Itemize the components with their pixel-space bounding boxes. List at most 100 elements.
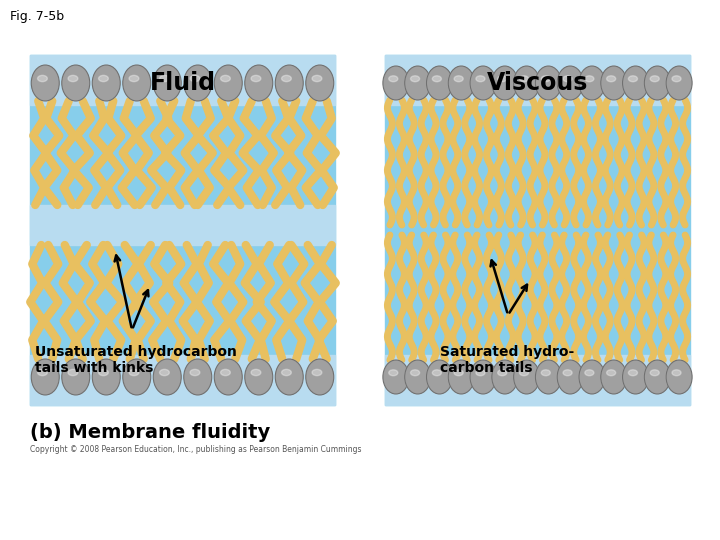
- Ellipse shape: [153, 359, 181, 395]
- Ellipse shape: [92, 65, 120, 101]
- Ellipse shape: [275, 65, 303, 101]
- Ellipse shape: [101, 76, 112, 90]
- Ellipse shape: [513, 66, 539, 100]
- Ellipse shape: [557, 360, 583, 394]
- Ellipse shape: [101, 370, 112, 384]
- Ellipse shape: [672, 76, 681, 82]
- Ellipse shape: [652, 370, 662, 384]
- Ellipse shape: [153, 359, 181, 395]
- Ellipse shape: [37, 369, 48, 376]
- Ellipse shape: [279, 70, 299, 96]
- Ellipse shape: [519, 76, 528, 82]
- Ellipse shape: [606, 76, 616, 82]
- Ellipse shape: [543, 370, 554, 384]
- Ellipse shape: [188, 364, 207, 389]
- Ellipse shape: [131, 370, 143, 384]
- Ellipse shape: [496, 365, 514, 389]
- Ellipse shape: [279, 364, 299, 389]
- Ellipse shape: [536, 360, 562, 394]
- Ellipse shape: [583, 71, 601, 95]
- Ellipse shape: [470, 66, 496, 100]
- Ellipse shape: [405, 360, 431, 394]
- Ellipse shape: [188, 70, 207, 96]
- Ellipse shape: [449, 66, 474, 100]
- Ellipse shape: [432, 370, 441, 376]
- Ellipse shape: [456, 76, 467, 90]
- Ellipse shape: [253, 370, 264, 384]
- Ellipse shape: [249, 70, 269, 96]
- Ellipse shape: [92, 359, 120, 395]
- Ellipse shape: [672, 370, 681, 376]
- Ellipse shape: [521, 370, 532, 384]
- Ellipse shape: [630, 370, 641, 384]
- Ellipse shape: [245, 359, 273, 395]
- Ellipse shape: [561, 71, 580, 95]
- Ellipse shape: [426, 66, 452, 100]
- Ellipse shape: [470, 360, 496, 394]
- Ellipse shape: [431, 365, 449, 389]
- Ellipse shape: [122, 359, 150, 395]
- Ellipse shape: [492, 66, 518, 100]
- Ellipse shape: [92, 65, 120, 101]
- Ellipse shape: [587, 76, 597, 90]
- Ellipse shape: [600, 360, 626, 394]
- Ellipse shape: [62, 359, 90, 395]
- Ellipse shape: [391, 76, 401, 90]
- Ellipse shape: [70, 76, 81, 90]
- Ellipse shape: [498, 76, 507, 82]
- Ellipse shape: [585, 76, 594, 82]
- Bar: [30, 55, 335, 105]
- Ellipse shape: [391, 370, 401, 384]
- Bar: [385, 55, 690, 105]
- Ellipse shape: [389, 76, 398, 82]
- Ellipse shape: [470, 360, 496, 394]
- Ellipse shape: [158, 364, 177, 389]
- Ellipse shape: [432, 76, 441, 82]
- Ellipse shape: [579, 360, 605, 394]
- Ellipse shape: [306, 65, 334, 101]
- Ellipse shape: [31, 65, 59, 101]
- Ellipse shape: [408, 365, 427, 389]
- Ellipse shape: [275, 359, 303, 395]
- Ellipse shape: [644, 66, 670, 100]
- Ellipse shape: [557, 66, 583, 100]
- Ellipse shape: [648, 71, 667, 95]
- Ellipse shape: [587, 370, 597, 384]
- Ellipse shape: [496, 71, 514, 95]
- Ellipse shape: [644, 66, 670, 100]
- Ellipse shape: [275, 65, 303, 101]
- Bar: [30, 205, 335, 245]
- Bar: [385, 355, 690, 405]
- Ellipse shape: [306, 359, 334, 395]
- Ellipse shape: [666, 66, 692, 100]
- Ellipse shape: [129, 369, 139, 376]
- Ellipse shape: [68, 369, 78, 376]
- Ellipse shape: [222, 370, 234, 384]
- Text: Viscous: Viscous: [487, 71, 588, 95]
- Ellipse shape: [160, 76, 169, 82]
- Ellipse shape: [492, 66, 518, 100]
- Ellipse shape: [623, 360, 649, 394]
- Ellipse shape: [426, 360, 452, 394]
- Ellipse shape: [605, 71, 623, 95]
- Ellipse shape: [282, 369, 292, 376]
- Text: Copyright © 2008 Pearson Education, Inc., publishing as Pearson Benjamin Cumming: Copyright © 2008 Pearson Education, Inc.…: [30, 445, 361, 454]
- Ellipse shape: [96, 70, 116, 96]
- Ellipse shape: [565, 76, 575, 90]
- Ellipse shape: [312, 369, 322, 376]
- Ellipse shape: [245, 65, 273, 101]
- Ellipse shape: [383, 360, 409, 394]
- Ellipse shape: [454, 370, 463, 376]
- Ellipse shape: [539, 365, 557, 389]
- Ellipse shape: [652, 76, 662, 90]
- Ellipse shape: [478, 76, 488, 90]
- Ellipse shape: [184, 65, 212, 101]
- Ellipse shape: [222, 76, 234, 90]
- Ellipse shape: [561, 365, 580, 389]
- Ellipse shape: [35, 70, 55, 96]
- Ellipse shape: [129, 76, 139, 82]
- Ellipse shape: [541, 76, 550, 82]
- Ellipse shape: [405, 66, 431, 100]
- Ellipse shape: [513, 360, 539, 394]
- Ellipse shape: [498, 370, 507, 376]
